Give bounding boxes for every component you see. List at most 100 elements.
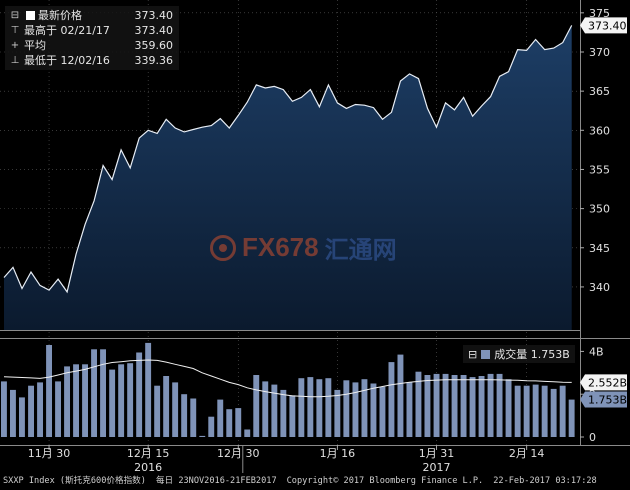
- volume-legend-label: 成交量: [494, 348, 528, 361]
- y-tick-label: 340: [589, 281, 610, 294]
- x-tick-label: 1月 16: [320, 447, 356, 460]
- y-tick-label: 350: [589, 203, 610, 216]
- volume-bar: [118, 364, 125, 437]
- moving-average-flag: [580, 374, 627, 391]
- x-year-label: 2017: [423, 461, 451, 474]
- legend-label: 最低于: [24, 54, 57, 67]
- volume-bar: [289, 395, 296, 437]
- x-tick-label: 1月 31: [419, 447, 455, 460]
- volume-bar: [532, 384, 539, 437]
- legend-value: 339.36: [134, 54, 174, 67]
- last-price-flag: [580, 17, 627, 34]
- volume-bar: [91, 349, 97, 437]
- legend-label: 最高于: [24, 24, 57, 37]
- volume-bar: [559, 385, 566, 437]
- volume-bar: [415, 371, 422, 437]
- volume-bar: [298, 378, 305, 437]
- legend-row-last: ⊟ 最新价格 373.40: [9, 8, 173, 23]
- price-area: [4, 25, 572, 331]
- volume-bar: [388, 362, 395, 437]
- volume-bar: [307, 377, 314, 437]
- volume-bar: [478, 376, 485, 437]
- volume-bar: [190, 398, 197, 437]
- volume-bar: [514, 385, 521, 437]
- volume-bar: [343, 380, 350, 437]
- watermark-text: FX678: [242, 232, 319, 262]
- last-volume-flag: [580, 391, 627, 408]
- volume-bar: [217, 399, 224, 437]
- volume-bar: [109, 369, 116, 437]
- volume-bar: [271, 384, 278, 437]
- volume-bar: [163, 376, 170, 437]
- volume-bar: [541, 385, 548, 437]
- volume-bar: [397, 354, 404, 437]
- y-tick-label: 345: [589, 242, 610, 255]
- legend-label: 最新价格: [38, 9, 82, 22]
- x-tick-label: 12月 30: [217, 447, 260, 460]
- volume-bar: [235, 408, 242, 437]
- price-legend: ⊟ 最新价格 373.40 ⊤ 最高于 02/21/17 373.40 + 平均 35…: [5, 6, 179, 70]
- volume-bar: [424, 375, 431, 437]
- y-tick-label: 365: [589, 85, 610, 98]
- volume-bar: [523, 385, 530, 437]
- volume-bar: [64, 366, 70, 437]
- moving-average-label: 2.552B: [588, 376, 627, 389]
- y-tick-label: 355: [589, 163, 610, 176]
- watermark: FX678 汇通网: [210, 230, 397, 265]
- volume-legend-value: 1.753B: [530, 347, 570, 361]
- low-marker-icon: ⊥: [10, 55, 20, 66]
- volume-bar: [433, 373, 440, 437]
- high-marker-icon: ⊤: [10, 25, 20, 36]
- volume-bar: [505, 379, 512, 437]
- last-volume-label: 1.753B: [588, 394, 627, 407]
- volume-bar: [370, 383, 377, 437]
- volume-bar: [82, 364, 88, 437]
- volume-bar: [55, 381, 61, 437]
- volume-bar: [406, 382, 413, 437]
- y-tick-label: 360: [589, 124, 610, 137]
- volume-bar: [352, 382, 359, 437]
- volume-bar: [172, 382, 179, 437]
- collapse-icon[interactable]: ⊟: [10, 10, 20, 21]
- volume-legend: ⊟ 成交量 1.753B: [463, 345, 575, 363]
- legend-value: 373.40: [134, 9, 174, 22]
- volume-bar: [145, 342, 152, 437]
- volume-bar: [442, 373, 449, 437]
- volume-bar: [325, 378, 332, 437]
- volume-bar: [73, 364, 79, 437]
- volume-bar: [199, 435, 206, 437]
- volume-bar: [253, 375, 260, 437]
- footer-copyright: Copyright© 2017 Bloomberg Finance L.P.: [286, 476, 484, 486]
- volume-bar: [154, 385, 161, 437]
- collapse-icon[interactable]: ⊟: [468, 347, 478, 361]
- volume-bar: [550, 388, 557, 437]
- last-price-swatch: [26, 11, 35, 20]
- volume-bar: [244, 429, 251, 437]
- volume-bar: [10, 389, 16, 437]
- volume-bar: [379, 386, 386, 437]
- volume-bar: [226, 409, 233, 437]
- x-tick-label: 2月 14: [509, 447, 545, 460]
- x-tick-label: 11月 30: [28, 447, 71, 460]
- chart-footer: SXXP Index (斯托克600价格指数) 每日 23NOV2016-21FE…: [3, 474, 627, 486]
- volume-bar: [361, 379, 368, 437]
- x-year-label: 2016: [134, 461, 162, 474]
- volume-bar: [19, 397, 25, 437]
- volume-bar: [1, 381, 7, 437]
- x-tick-label: 12月 15: [127, 447, 170, 460]
- legend-value: 359.60: [134, 39, 174, 52]
- volume-bar: [568, 399, 575, 437]
- watermark-text-cn: 汇通网: [324, 236, 397, 264]
- volume-bar: [181, 394, 188, 437]
- volume-bar: [262, 381, 269, 437]
- volume-bar: [136, 352, 143, 437]
- legend-row-low: ⊥ 最低于 12/02/16 339.36: [9, 53, 173, 68]
- volume-bar: [37, 382, 43, 437]
- volume-bar: [208, 416, 215, 437]
- volume-bar: [451, 375, 458, 437]
- legend-date: 12/02/16: [60, 54, 110, 67]
- footer-period: 每日 23NOV2016-21FEB2017: [155, 476, 277, 486]
- average-marker-icon: +: [10, 40, 20, 51]
- footer-index: SXXP Index (斯托克600价格指数): [3, 476, 146, 486]
